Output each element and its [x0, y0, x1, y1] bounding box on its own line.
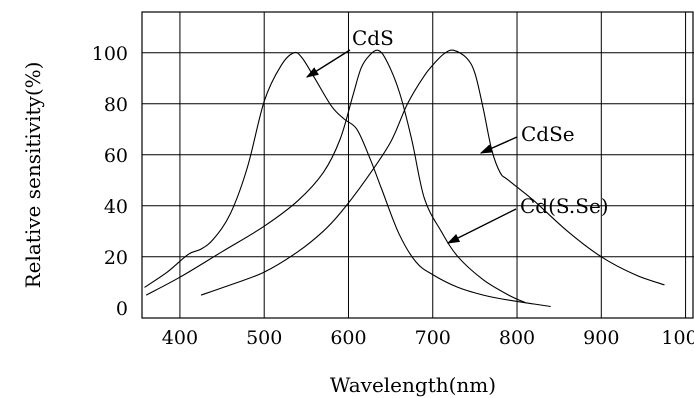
y-axis-title: Relative sensitivity(%) [21, 62, 45, 289]
y-tick-label: 0 [116, 298, 128, 320]
y-tick-label: 40 [104, 196, 128, 218]
x-tick-label: 800 [499, 327, 535, 349]
x-tick-label: 900 [583, 327, 619, 349]
series-line-cd-s-se [200, 49, 665, 296]
arrow-icon [305, 49, 351, 78]
curves [144, 49, 665, 308]
series-label-cds: CdS [352, 26, 394, 50]
x-axis-title: Wavelength(nm) [330, 373, 496, 397]
x-tick-label: 700 [415, 327, 451, 349]
arrow-icon [479, 136, 518, 154]
y-tick-label: 100 [92, 43, 128, 65]
x-tick-label: 400 [162, 327, 198, 349]
x-tick-label: 600 [330, 327, 366, 349]
grid [142, 12, 694, 318]
plot-frame [141, 11, 694, 319]
y-tick-label: 60 [104, 145, 128, 167]
series-line-cds [144, 51, 551, 308]
y-tick-label: 80 [104, 94, 128, 116]
series-line-cdse [145, 49, 526, 304]
y-tick-label: 20 [104, 247, 128, 269]
arrow-icon [446, 208, 517, 244]
series-label-cd-s-se: Cd(S.Se) [520, 194, 609, 218]
x-tick-label: 500 [246, 327, 282, 349]
callouts: CdS CdSe Cd(S.Se) [305, 26, 609, 244]
series-label-cdse: CdSe [521, 122, 575, 146]
